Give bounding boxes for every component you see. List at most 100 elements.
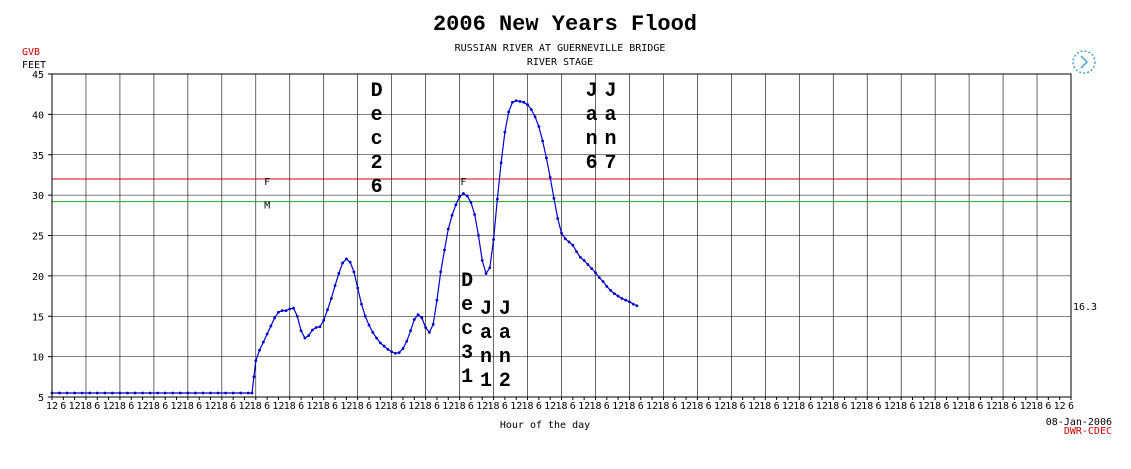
data-point <box>277 310 280 314</box>
data-point <box>367 323 371 327</box>
data-point <box>594 271 597 275</box>
data-point <box>284 309 288 312</box>
x-tick-label: 12 <box>748 401 760 412</box>
data-point <box>548 175 552 179</box>
x-tick-label: 12 <box>510 401 522 412</box>
x-tick-label: 12 <box>442 401 454 412</box>
x-tick-label: 12 <box>306 401 318 412</box>
y-tick-label: 25 <box>32 232 44 243</box>
chart-subtitle-station: RUSSIAN RIVER AT GUERNEVILLE BRIDGE <box>455 43 666 54</box>
data-point <box>337 272 341 275</box>
x-tick-label: 18 <box>759 401 771 412</box>
data-point <box>458 195 461 199</box>
data-point <box>578 255 582 259</box>
y-tick-label: 30 <box>32 191 44 202</box>
data-point <box>341 261 345 265</box>
x-tick-label: 6 <box>706 401 712 412</box>
data-point <box>348 260 352 264</box>
data-point <box>329 297 333 300</box>
data-point <box>194 391 197 395</box>
data-point <box>280 309 284 312</box>
data-point <box>269 324 273 328</box>
data-point <box>401 347 405 350</box>
x-tick-label: 18 <box>929 401 941 412</box>
data-point <box>258 348 261 352</box>
x-tick-label: 12 <box>816 401 828 412</box>
data-point <box>118 391 122 395</box>
x-tick-label: 18 <box>250 401 262 412</box>
data-point <box>446 227 450 231</box>
x-tick-label: 6 <box>1068 401 1074 412</box>
data-point <box>363 314 367 318</box>
monitor-stage-label: M <box>264 201 270 212</box>
x-tick-label: 12 <box>204 401 216 412</box>
x-tick-label: 6 <box>876 401 882 412</box>
last-value-label: 16.3 <box>1073 302 1097 313</box>
x-tick-label: 18 <box>148 401 160 412</box>
x-tick-label: 6 <box>740 401 746 412</box>
chart-title: 2006 New Years Flood <box>433 12 697 37</box>
data-point <box>209 391 212 395</box>
data-point <box>314 326 318 329</box>
x-tick-label: 12 <box>374 401 386 412</box>
data-point <box>492 238 495 241</box>
data-point <box>582 259 586 262</box>
data-point <box>586 263 590 266</box>
data-point <box>529 108 533 111</box>
x-tick-label: 6 <box>808 401 814 412</box>
x-tick-label: 6 <box>128 401 134 412</box>
data-point <box>469 200 473 204</box>
data-point <box>386 347 390 351</box>
x-tick-label: 12 <box>1020 401 1032 412</box>
x-tick-label: 18 <box>216 401 228 412</box>
data-point <box>58 391 61 395</box>
data-point <box>552 196 556 200</box>
x-tick-label: 12 <box>103 401 115 412</box>
data-point <box>428 331 431 334</box>
refresh-icon[interactable] <box>1072 50 1096 74</box>
data-point <box>518 100 522 103</box>
x-tick-label: 18 <box>386 401 398 412</box>
data-point <box>420 316 424 320</box>
data-point <box>631 302 635 306</box>
x-tick-label: 12 <box>1054 401 1066 412</box>
data-point <box>265 332 269 336</box>
x-tick-label: 6 <box>638 401 644 412</box>
data-point <box>450 213 454 217</box>
data-point <box>326 308 329 312</box>
data-point <box>261 340 265 344</box>
data-point <box>545 156 548 160</box>
x-tick-label: 12 <box>612 401 624 412</box>
data-point <box>563 237 567 241</box>
y-tick-label: 5 <box>38 393 44 404</box>
data-point <box>201 391 205 395</box>
plot-frame <box>51 73 1072 398</box>
x-tick-label: 18 <box>589 401 601 412</box>
river-stage-series: 16.3 <box>50 99 1097 395</box>
x-tick-label: 12 <box>646 401 658 412</box>
data-point <box>526 103 529 107</box>
y-tick-label: 20 <box>32 272 44 283</box>
y-axis-label: FEET <box>22 60 46 71</box>
x-tick-label: 18 <box>352 401 364 412</box>
data-point <box>156 391 160 395</box>
x-tick-label: 12 <box>408 401 420 412</box>
data-point <box>477 234 480 237</box>
data-point <box>635 304 639 308</box>
data-point <box>322 318 326 322</box>
x-tick-label: 12 <box>171 401 183 412</box>
data-point <box>356 286 360 290</box>
flood-stage-label: F <box>264 177 270 188</box>
data-point <box>65 391 69 395</box>
data-point <box>461 192 465 195</box>
data-point <box>299 329 303 333</box>
data-point <box>390 350 394 354</box>
data-point <box>567 240 571 244</box>
data-point <box>488 266 492 270</box>
data-point <box>465 194 469 198</box>
data-point <box>371 331 375 334</box>
